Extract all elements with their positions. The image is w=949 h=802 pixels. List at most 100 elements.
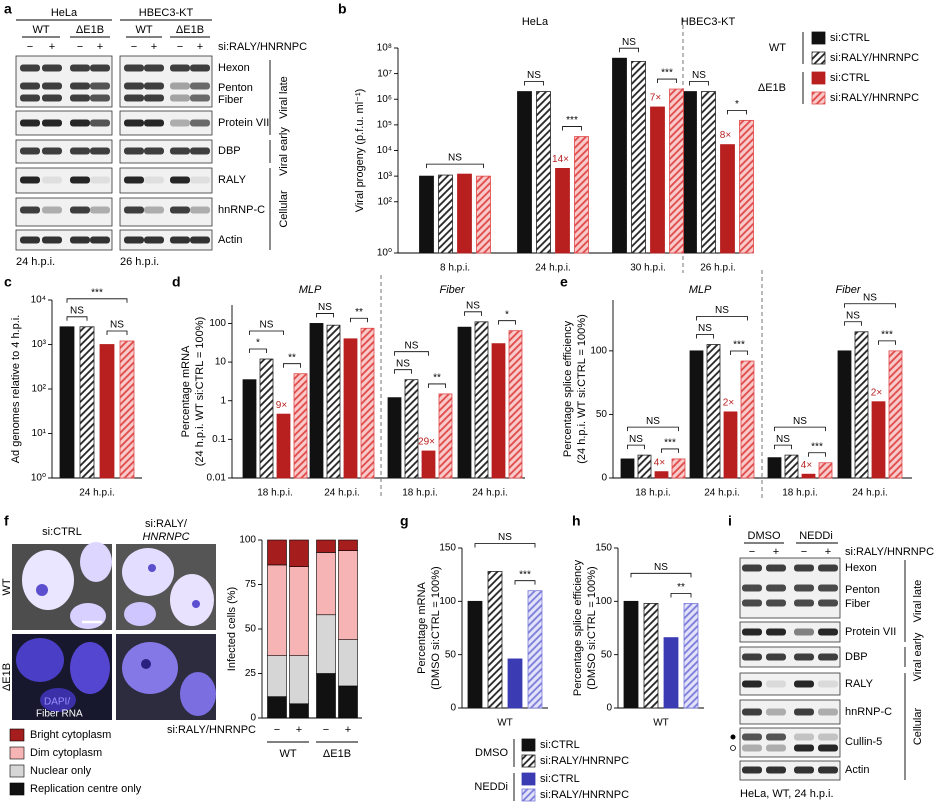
bar [99,344,115,479]
band [20,147,40,155]
x-axis-label: si:RALY/HNRNPC [167,724,256,736]
bar-segment [338,685,358,719]
bar [508,330,523,479]
bracket [562,126,582,131]
bracket [350,317,368,323]
x-tick-label: WT [497,718,513,729]
legend-label: si:CTRL [830,72,870,84]
panel-label: d [172,274,181,290]
band [766,599,786,607]
section-label: MLP [689,284,712,296]
bar [654,471,669,479]
band [190,82,210,90]
row-label: DBP [845,651,868,663]
bar [623,600,639,709]
y-tick-label: 10⁸ [377,43,392,54]
y-tick-label: 0.01 [207,473,227,484]
band [124,64,144,72]
x-tick-label: WT [653,718,669,729]
band [794,766,814,774]
bar [276,413,291,479]
treatment-label: si:RALY/HNRNPC [218,41,307,53]
bar [620,458,635,479]
significance: NS [715,305,729,316]
band [170,206,190,214]
x-tick-label: 18 h.p.i. [635,488,671,499]
bar-segment [289,703,309,719]
legend-swatch [521,772,536,786]
row-label: Penton [218,82,253,94]
band [794,653,814,661]
y-tick-label: 0 [606,703,612,714]
bracket [464,311,482,316]
lane-label: − [177,41,183,53]
band [794,599,814,607]
band [70,147,90,155]
y-tick-label: 10⁰ [31,473,46,484]
significance: NS [396,358,410,369]
band [794,708,814,716]
lane-label: − [131,41,137,53]
row-label: Fiber [845,598,870,610]
group-label: ΔE1B [323,748,351,760]
bar [343,338,358,479]
fold-change: 4× [801,460,813,471]
band [144,94,164,102]
y-tick-label: 10⁰ [377,248,392,259]
bar [517,91,532,254]
legend-label: si:RALY/HNRNPC [830,52,919,64]
band [144,119,164,127]
legend-swatch [9,746,25,760]
bar [643,603,659,709]
lane-label: + [773,546,779,558]
bar-segment [289,539,309,568]
bracket [474,543,536,548]
row-label: ΔE1B [1,663,13,691]
bracket [394,369,412,374]
bar [438,174,453,254]
bar-segment [289,655,309,705]
blot-frame [119,229,213,251]
legend-label: Nuclear only [30,765,92,777]
band [818,599,838,607]
bar [888,350,903,479]
bar [467,600,483,709]
bar [259,358,274,479]
bracket [426,163,484,169]
panel-label: a [4,1,12,17]
group-label: Cellular [278,190,290,228]
section-label: HeLa [522,16,549,28]
band [90,64,110,72]
legend-group: DMSO [475,747,508,759]
blot-frame [739,646,841,668]
band [190,176,210,184]
band [766,744,786,752]
y-tick-label: 150 [595,543,612,554]
band [170,94,190,102]
band [742,733,762,741]
bracket [774,426,826,432]
y-axis-label: Percentage mRNA [416,581,428,673]
legend-label: si:RALY/HNRNPC [540,789,629,801]
band [144,206,164,214]
row-label: RALY [845,678,874,690]
panel-label: f [4,513,9,529]
bar [536,91,551,254]
bar-segment [267,655,287,697]
significance: NS [846,310,860,321]
fold-change: 7× [650,93,662,104]
band [20,64,40,72]
legend-swatch [811,71,826,85]
blot-frame [15,139,113,164]
bracket [844,303,896,308]
band [144,147,164,155]
significance: NS [260,320,274,331]
x-tick-label: 8 h.p.i. [440,263,470,274]
nucleolus [148,564,156,572]
bar [457,326,472,479]
bar [631,60,646,254]
y-axis-label: (DMSO si:CTRL = 100%) [430,566,442,689]
nucleus [122,548,174,596]
band [42,176,62,184]
